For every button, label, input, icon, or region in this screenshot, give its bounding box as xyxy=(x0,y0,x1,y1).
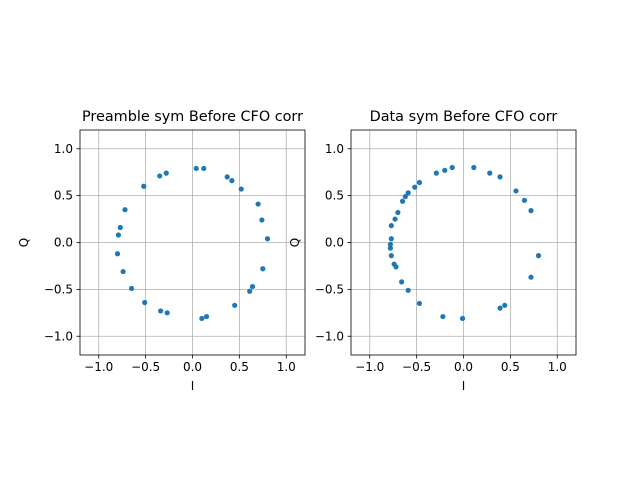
data-point xyxy=(487,170,493,176)
y-tick-label: −1.0 xyxy=(44,329,73,343)
data-point xyxy=(264,236,271,242)
data-point xyxy=(115,232,122,238)
y-tick-label: 1.0 xyxy=(54,142,73,156)
y-tick-label: 0.0 xyxy=(54,236,73,250)
x-tick-label: 0.5 xyxy=(230,360,249,374)
y-tick-label: −0.5 xyxy=(315,282,344,296)
y-tick-label: 1.0 xyxy=(325,142,344,156)
y-tick-label: −1.0 xyxy=(315,329,344,343)
data-point xyxy=(449,164,455,171)
chart-title: Data sym Before CFO corr xyxy=(370,109,558,125)
x-axis-label: I xyxy=(191,379,195,393)
data-point xyxy=(255,201,261,207)
data-point xyxy=(433,170,439,176)
data-point xyxy=(459,315,466,322)
data-point xyxy=(163,170,169,176)
y-tick-label: 0.5 xyxy=(54,189,73,203)
x-tick-label: −1.0 xyxy=(355,360,384,374)
data-point xyxy=(260,266,266,272)
y-tick-label: 0.5 xyxy=(325,189,344,203)
data-point xyxy=(497,305,503,311)
data-point xyxy=(402,193,408,200)
data-point xyxy=(158,308,164,314)
data-point xyxy=(416,179,423,186)
data-point xyxy=(392,216,398,222)
data-point xyxy=(193,165,199,172)
data-point xyxy=(521,197,528,203)
data-point xyxy=(388,236,394,242)
data-point xyxy=(535,253,542,259)
plot-preamble: −1.0 −1.0 −0.5 −0.5 0.0 0.0 0.5 0.5 1.0 1.0 Preamb… xyxy=(17,109,306,393)
x-tick-label: 0.0 xyxy=(454,360,473,374)
data-point xyxy=(497,174,503,180)
x-axis-label: I xyxy=(462,379,466,393)
y-axis-label: Q xyxy=(288,238,302,247)
x-tick-label: 1.0 xyxy=(548,360,567,374)
data-point xyxy=(393,264,399,270)
data-point xyxy=(395,209,401,216)
data-point xyxy=(157,173,163,179)
data-point xyxy=(141,183,147,189)
data-point xyxy=(259,217,265,223)
data-point xyxy=(247,288,253,294)
y-tick-label: −0.5 xyxy=(44,282,73,296)
data-point xyxy=(528,274,534,280)
data-point xyxy=(399,198,406,204)
data-point xyxy=(142,299,148,306)
data-point xyxy=(405,190,411,196)
data-point xyxy=(412,184,418,190)
x-tick-label: −1.0 xyxy=(84,360,113,374)
data-point xyxy=(388,223,394,229)
data-point xyxy=(164,310,170,316)
x-tick-label: −0.5 xyxy=(131,360,160,374)
data-point xyxy=(120,268,126,275)
data-point xyxy=(238,186,244,192)
data-point xyxy=(224,174,230,180)
data-point xyxy=(387,245,393,251)
plot-data: −1.0 −1.0 −0.5 −0.5 0.0 0.0 0.5 0.5 1.0 1.0 Data s… xyxy=(288,109,577,393)
data-point xyxy=(513,188,519,194)
data-point xyxy=(528,208,534,214)
chart-title: Preamble sym Before CFO corr xyxy=(82,109,303,125)
data-point xyxy=(405,287,411,293)
data-point xyxy=(442,167,448,173)
data-point xyxy=(416,300,423,307)
data-point xyxy=(399,279,405,285)
data-point xyxy=(249,283,256,290)
data-point xyxy=(199,315,205,322)
data-point xyxy=(114,251,121,257)
data-point xyxy=(122,207,128,213)
data-point xyxy=(128,285,135,292)
data-point xyxy=(232,302,238,308)
y-axis-label: Q xyxy=(17,238,31,247)
x-tick-label: 0.5 xyxy=(501,360,520,374)
x-tick-label: 1.0 xyxy=(277,360,296,374)
data-point xyxy=(201,165,207,172)
data-point xyxy=(502,302,508,308)
data-point xyxy=(388,253,394,259)
data-point xyxy=(387,241,393,247)
data-point xyxy=(229,178,235,184)
data-point xyxy=(117,224,123,231)
x-tick-label: 0.0 xyxy=(183,360,202,374)
data-point xyxy=(203,313,210,320)
data-point xyxy=(471,164,477,171)
data-point xyxy=(440,313,446,320)
y-tick-label: 0.0 xyxy=(325,236,344,250)
x-tick-label: −0.5 xyxy=(402,360,431,374)
